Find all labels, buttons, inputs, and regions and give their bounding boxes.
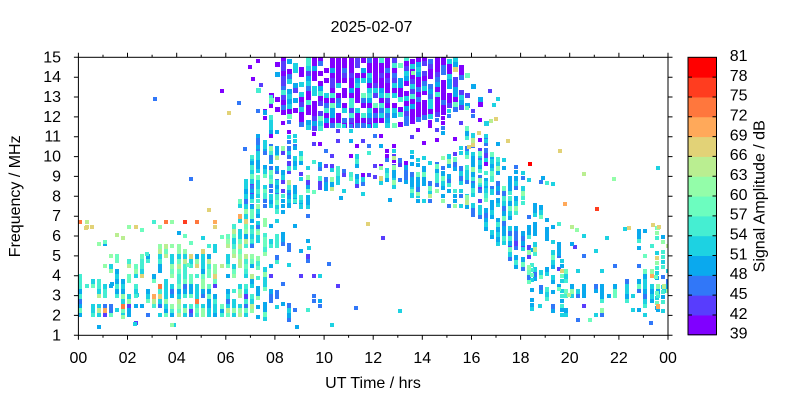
svg-text:66: 66 — [730, 147, 748, 164]
svg-text:16: 16 — [463, 350, 481, 367]
svg-text:75: 75 — [730, 88, 748, 105]
svg-text:18: 18 — [512, 350, 530, 367]
svg-text:7: 7 — [52, 208, 61, 225]
svg-text:51: 51 — [730, 246, 748, 263]
svg-text:12: 12 — [364, 350, 382, 367]
svg-text:48: 48 — [730, 266, 748, 283]
svg-text:10: 10 — [315, 350, 333, 367]
svg-text:72: 72 — [730, 108, 748, 125]
svg-text:1: 1 — [52, 327, 61, 344]
svg-text:2: 2 — [52, 307, 61, 324]
svg-text:04: 04 — [168, 350, 186, 367]
svg-text:4: 4 — [52, 268, 61, 285]
svg-text:45: 45 — [730, 286, 748, 303]
svg-text:2025-02-07: 2025-02-07 — [331, 19, 413, 36]
svg-text:39: 39 — [730, 326, 748, 343]
svg-text:6: 6 — [52, 228, 61, 245]
svg-text:UT Time / hrs: UT Time / hrs — [325, 375, 421, 392]
svg-text:Frequency / MHz: Frequency / MHz — [7, 135, 24, 257]
svg-text:57: 57 — [730, 207, 748, 224]
svg-text:12: 12 — [43, 109, 61, 126]
svg-text:11: 11 — [44, 129, 61, 146]
svg-text:10: 10 — [43, 149, 61, 166]
svg-text:00: 00 — [659, 350, 677, 367]
svg-text:13: 13 — [43, 89, 61, 106]
svg-text:Signal Amplitude / dB: Signal Amplitude / dB — [752, 120, 769, 272]
svg-text:9: 9 — [52, 168, 61, 185]
svg-text:42: 42 — [730, 306, 748, 323]
svg-text:22: 22 — [610, 350, 628, 367]
svg-text:5: 5 — [52, 248, 61, 265]
svg-text:78: 78 — [730, 68, 748, 85]
svg-text:08: 08 — [266, 350, 284, 367]
svg-text:69: 69 — [730, 127, 748, 144]
svg-text:02: 02 — [119, 350, 137, 367]
svg-text:60: 60 — [730, 187, 748, 204]
svg-text:14: 14 — [413, 350, 431, 367]
svg-text:06: 06 — [217, 350, 235, 367]
svg-text:20: 20 — [561, 350, 579, 367]
svg-text:63: 63 — [730, 167, 748, 184]
svg-text:3: 3 — [52, 288, 61, 305]
svg-text:8: 8 — [52, 188, 61, 205]
svg-text:54: 54 — [730, 227, 748, 244]
svg-text:14: 14 — [43, 69, 61, 86]
svg-text:15: 15 — [43, 49, 61, 66]
svg-text:81: 81 — [730, 48, 748, 65]
svg-text:00: 00 — [70, 350, 88, 367]
